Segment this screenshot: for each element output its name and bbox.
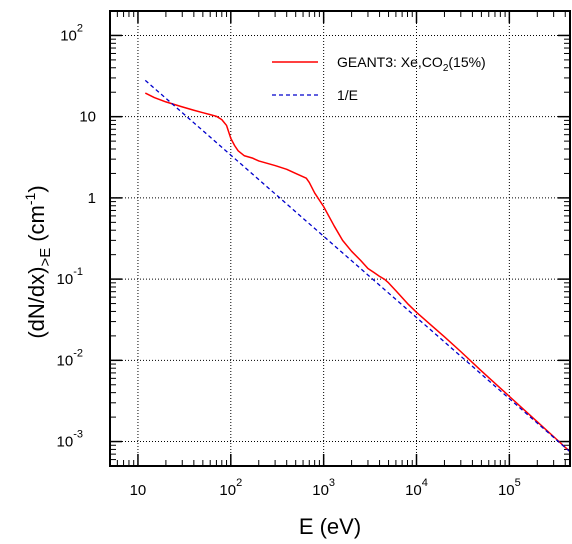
x-tick-label-exponent: 2 — [236, 477, 242, 489]
y-tick-label-exponent: 2 — [77, 22, 83, 34]
y-tick-label: 102 — [60, 22, 83, 44]
y-axis-label: (dN/dx)>E (cm-1) — [22, 185, 54, 338]
y-tick-label-exponent: -2 — [73, 347, 83, 359]
x-tick-label-base: 10 — [498, 482, 515, 499]
x-tick-label: 104 — [405, 477, 428, 499]
y-tick-label-base: 10 — [60, 27, 77, 44]
x-tick-label: 105 — [498, 477, 521, 499]
y-tick-label: 10-2 — [57, 347, 83, 369]
y-tick-label-base: 10 — [57, 352, 74, 369]
x-tick-label-base: 10 — [405, 482, 422, 499]
series-lines — [144, 79, 571, 453]
x-tick-label-base: 10 — [219, 482, 236, 499]
y-axis-label-subscript: >E — [37, 248, 54, 267]
x-tick-label-base: 10 — [130, 482, 147, 499]
grid-lines — [110, 11, 570, 466]
series-line-geant3 — [144, 92, 571, 453]
y-tick-label: 10-3 — [57, 429, 83, 451]
x-tick-label: 10 — [130, 482, 147, 499]
x-tick-label-exponent: 4 — [422, 477, 428, 489]
y-tick-label-base: 1 — [88, 190, 96, 207]
x-tick-label-exponent: 5 — [515, 477, 521, 489]
y-tick-label-base: 10 — [79, 109, 96, 126]
y-tick-label: 10 — [79, 109, 96, 126]
y-axis-label-unit-close: ) — [24, 185, 49, 192]
series-line-1-over-e — [144, 79, 571, 453]
legend-label-geant3: GEANT3: Xe,CO2(15%) — [337, 54, 486, 74]
y-tick-label: 10-1 — [57, 266, 83, 288]
x-tick-label: 103 — [312, 477, 335, 499]
x-tick-labels: 10 102 103 104 105 — [130, 477, 521, 499]
x-axis-label: E (eV) — [299, 514, 361, 539]
x-tick-label: 102 — [219, 477, 242, 499]
x-tick-label-base: 10 — [312, 482, 329, 499]
legend-label-geant3-main: GEANT3: Xe,CO — [337, 54, 443, 70]
y-axis-label-main: (dN/dx) — [24, 267, 49, 339]
y-tick-label-exponent: -3 — [73, 429, 83, 441]
y-tick-label-exponent: -1 — [73, 266, 83, 278]
plot-frame — [109, 10, 571, 467]
legend-label-geant3-tail: (15%) — [448, 54, 485, 70]
y-tick-label-base: 10 — [57, 271, 74, 288]
y-tick-label-base: 10 — [57, 434, 74, 451]
legend-label-geant3-subscript: 2 — [443, 63, 449, 74]
minor-ticks — [109, 10, 570, 467]
x-tick-label-exponent: 3 — [329, 477, 335, 489]
legend-label-1-over-e: 1/E — [337, 87, 358, 103]
major-ticks — [110, 11, 570, 466]
legend: GEANT3: Xe,CO2(15%) 1/E — [272, 54, 486, 103]
y-tick-label: 1 — [88, 190, 96, 207]
y-axis-label-unit-exponent: -1 — [22, 192, 38, 205]
y-axis-label-unit: (cm — [24, 205, 49, 242]
